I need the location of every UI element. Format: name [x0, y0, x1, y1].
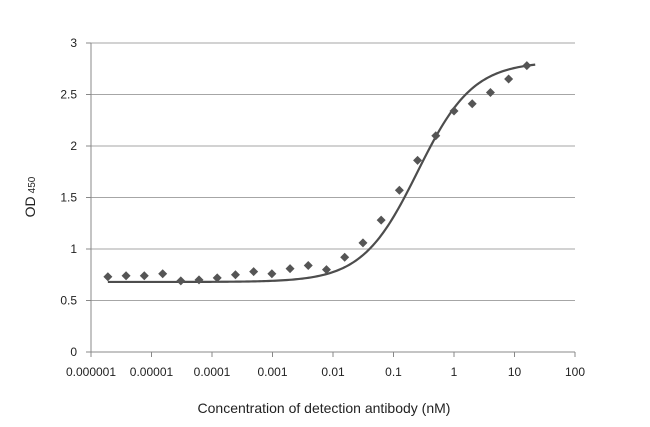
data-point — [158, 269, 168, 279]
x-tick-label: 0.1 — [385, 365, 402, 379]
data-point — [121, 271, 131, 281]
x-tick-label: 0.0001 — [194, 365, 231, 379]
y-tick-label: 3 — [70, 36, 77, 50]
data-point — [376, 215, 386, 225]
y-ticks: 0 0.5 1 1.5 2 2.5 3 — [60, 36, 91, 359]
data-point — [285, 264, 295, 274]
y-tick-label: 0 — [70, 345, 77, 359]
data-point — [212, 273, 222, 283]
gridlines — [91, 42, 575, 301]
y-tick-label: 0.5 — [60, 294, 77, 308]
y-axis-title: OD 450 — [22, 176, 38, 217]
data-point — [467, 99, 477, 109]
data-point — [249, 267, 259, 277]
data-point — [321, 265, 331, 275]
data-point — [303, 260, 313, 270]
data-point — [431, 131, 441, 141]
y-axis-title-sub: 450 — [27, 176, 38, 193]
data-points — [103, 61, 532, 286]
data-point — [267, 269, 277, 279]
x-tick-label: 0.001 — [257, 365, 287, 379]
x-axis-title: Concentration of detection antibody (nM) — [198, 400, 451, 416]
data-point — [394, 185, 404, 195]
x-tick-label: 0.000001 — [66, 365, 116, 379]
y-axis-title-main: OD — [22, 196, 38, 217]
y-tick-label: 2 — [70, 139, 77, 153]
x-ticks: 0.000001 0.00001 0.0001 0.001 0.01 0.1 1 10 100 — [66, 352, 585, 379]
data-point — [139, 271, 149, 281]
x-tick-label: 0.00001 — [130, 365, 174, 379]
data-point — [358, 238, 368, 248]
x-tick-label: 100 — [565, 365, 585, 379]
data-point — [194, 275, 204, 285]
y-tick-label: 2.5 — [60, 88, 77, 102]
x-tick-label: 0.01 — [321, 365, 345, 379]
data-point — [449, 106, 459, 116]
data-point — [413, 155, 423, 165]
data-point — [485, 87, 495, 97]
data-point — [103, 272, 113, 282]
y-tick-label: 1 — [70, 242, 77, 256]
data-point — [522, 61, 532, 71]
data-point — [176, 276, 186, 286]
y-tick-label: 1.5 — [60, 191, 77, 205]
x-tick-label: 10 — [508, 365, 522, 379]
data-point — [504, 74, 514, 84]
data-point — [340, 252, 350, 262]
x-tick-label: 1 — [451, 365, 458, 379]
data-point — [230, 270, 240, 280]
